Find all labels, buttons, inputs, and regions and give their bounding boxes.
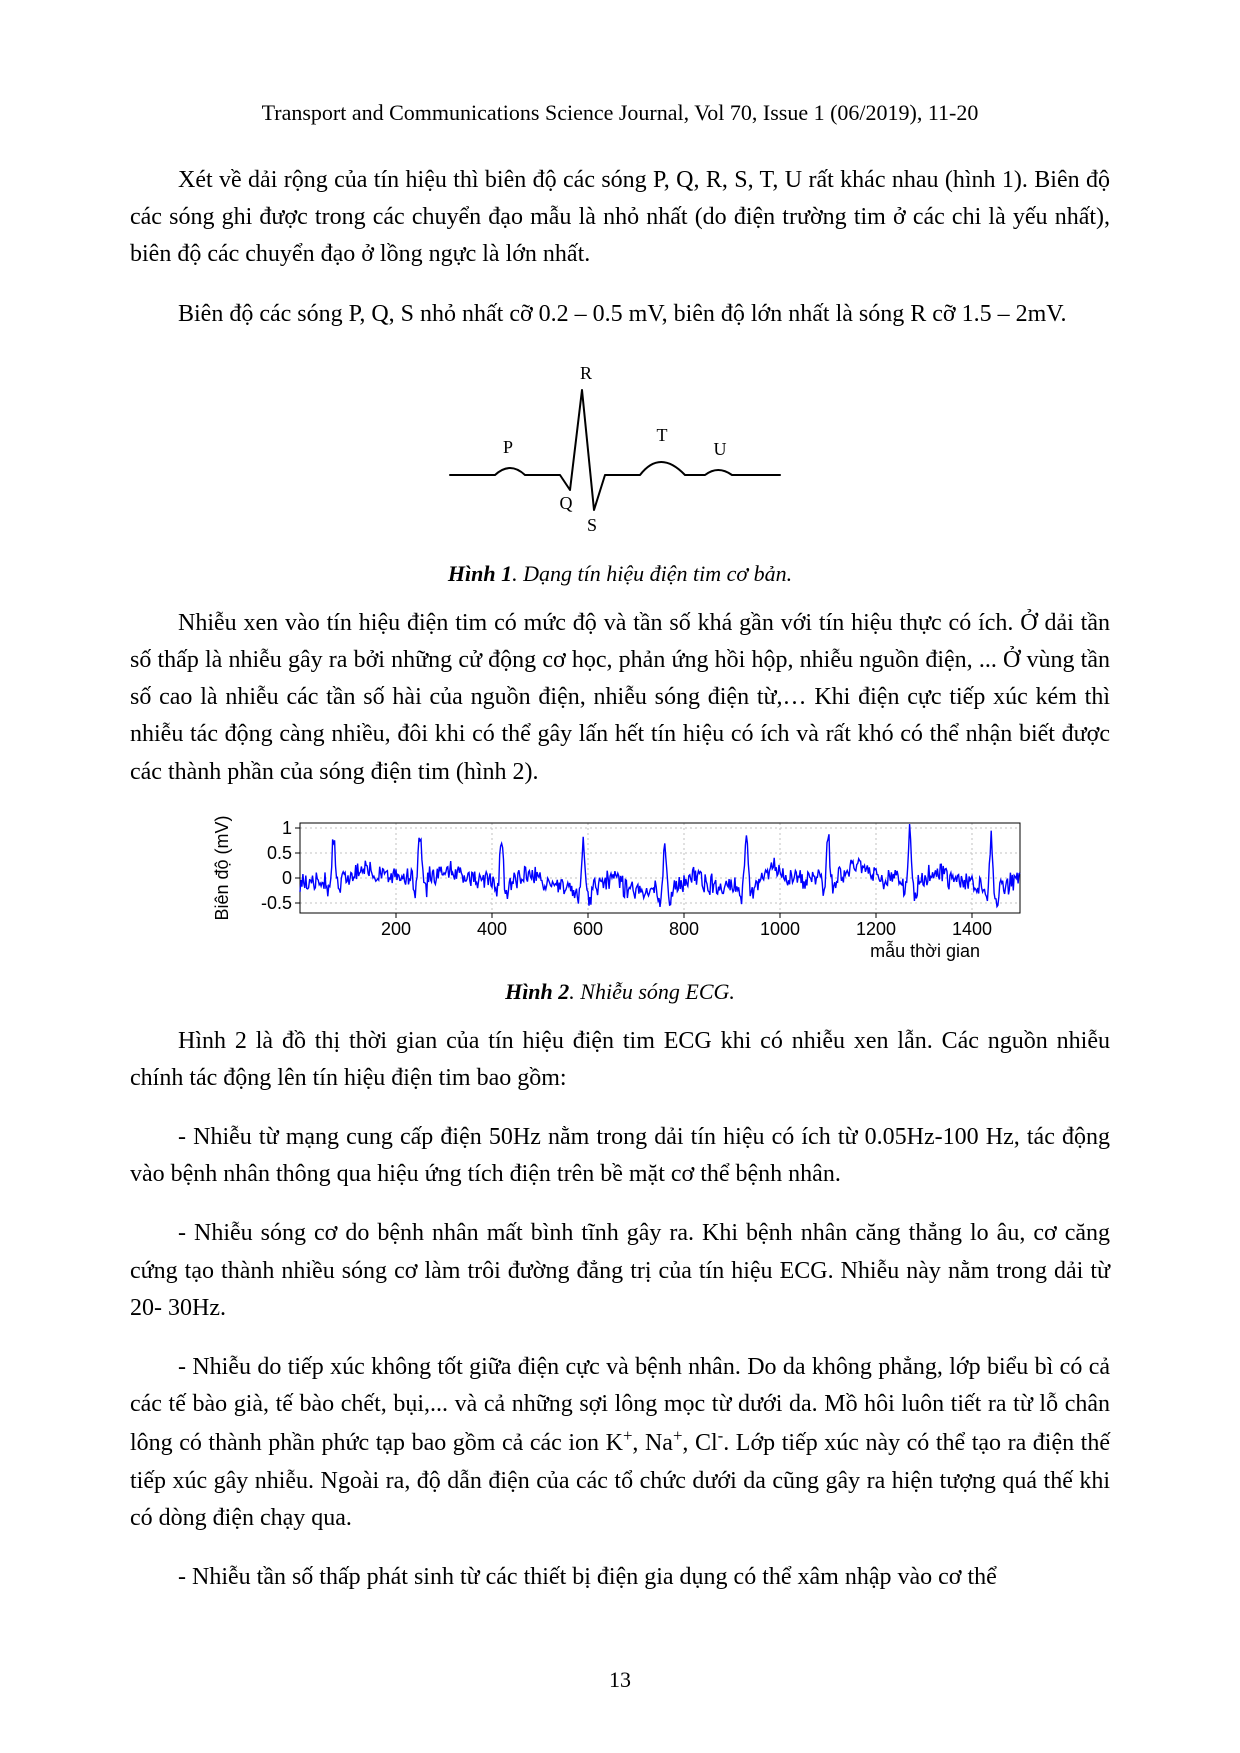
page-number: 13 (0, 1667, 1240, 1693)
svg-text:1200: 1200 (856, 919, 896, 939)
sup-plus-2: + (673, 1426, 682, 1445)
figure-2-caption-rest: . Nhiễu sóng ECG. (569, 979, 735, 1004)
svg-text:400: 400 (477, 919, 507, 939)
page: Transport and Communications Science Jou… (0, 0, 1240, 1753)
figure-1-caption: Hình 1. Dạng tín hiệu điện tim cơ bản. (130, 561, 1110, 587)
svg-text:T: T (657, 425, 668, 445)
p7-mid2: , Cl (682, 1430, 717, 1456)
svg-text:800: 800 (669, 919, 699, 939)
svg-text:P: P (503, 437, 513, 457)
svg-text:1000: 1000 (760, 919, 800, 939)
figure-2: 1 0.5 0 -0.5 200 400 600 800 1000 1200 1400 Biên độ… (130, 813, 1110, 973)
paragraph-2: Biên độ các sóng P, Q, S nhỏ nhất cỡ 0.2… (130, 296, 1110, 333)
figure-1-caption-bold: Hình 1 (448, 561, 512, 586)
figure-1-caption-rest: . Dạng tín hiệu điện tim cơ bản. (512, 561, 792, 586)
svg-text:U: U (714, 439, 727, 459)
sup-plus-1: + (623, 1426, 632, 1445)
figure-2-caption-bold: Hình 2 (505, 979, 569, 1004)
running-header: Transport and Communications Science Jou… (130, 100, 1110, 126)
svg-text:S: S (587, 515, 597, 535)
svg-text:1400: 1400 (952, 919, 992, 939)
svg-text:-0.5: -0.5 (261, 893, 292, 913)
svg-text:Q: Q (560, 493, 573, 513)
svg-text:R: R (580, 363, 592, 383)
paragraph-7: - Nhiễu do tiếp xúc không tốt giữa điện … (130, 1349, 1110, 1537)
paragraph-4: Hình 2 là đồ thị thời gian của tín hiệu … (130, 1023, 1110, 1097)
svg-text:mẫu thời gian: mẫu thời gian (870, 940, 980, 961)
paragraph-5: - Nhiễu từ mạng cung cấp điện 50Hz nằm t… (130, 1119, 1110, 1193)
svg-text:600: 600 (573, 919, 603, 939)
figure-1-svg: P R QS T U (440, 355, 800, 555)
figure-1: P R QS T U (130, 355, 1110, 555)
paragraph-6: - Nhiễu sóng cơ do bệnh nhân mất bình tĩ… (130, 1215, 1110, 1327)
svg-text:200: 200 (381, 919, 411, 939)
paragraph-8: - Nhiễu tần số thấp phát sinh từ các thi… (130, 1559, 1110, 1596)
p7-mid1: , Na (632, 1430, 673, 1456)
svg-text:Biên độ (mV): Biên độ (mV) (212, 815, 232, 920)
svg-text:0.5: 0.5 (267, 843, 292, 863)
figure-2-svg: 1 0.5 0 -0.5 200 400 600 800 1000 1200 1400 Biên độ… (210, 813, 1030, 973)
svg-text:0: 0 (282, 868, 292, 888)
svg-text:1: 1 (282, 818, 292, 838)
paragraph-1: Xét về dải rộng của tín hiệu thì biên độ… (130, 162, 1110, 274)
figure-2-caption: Hình 2. Nhiễu sóng ECG. (130, 979, 1110, 1005)
paragraph-3: Nhiễu xen vào tín hiệu điện tim có mức đ… (130, 605, 1110, 791)
